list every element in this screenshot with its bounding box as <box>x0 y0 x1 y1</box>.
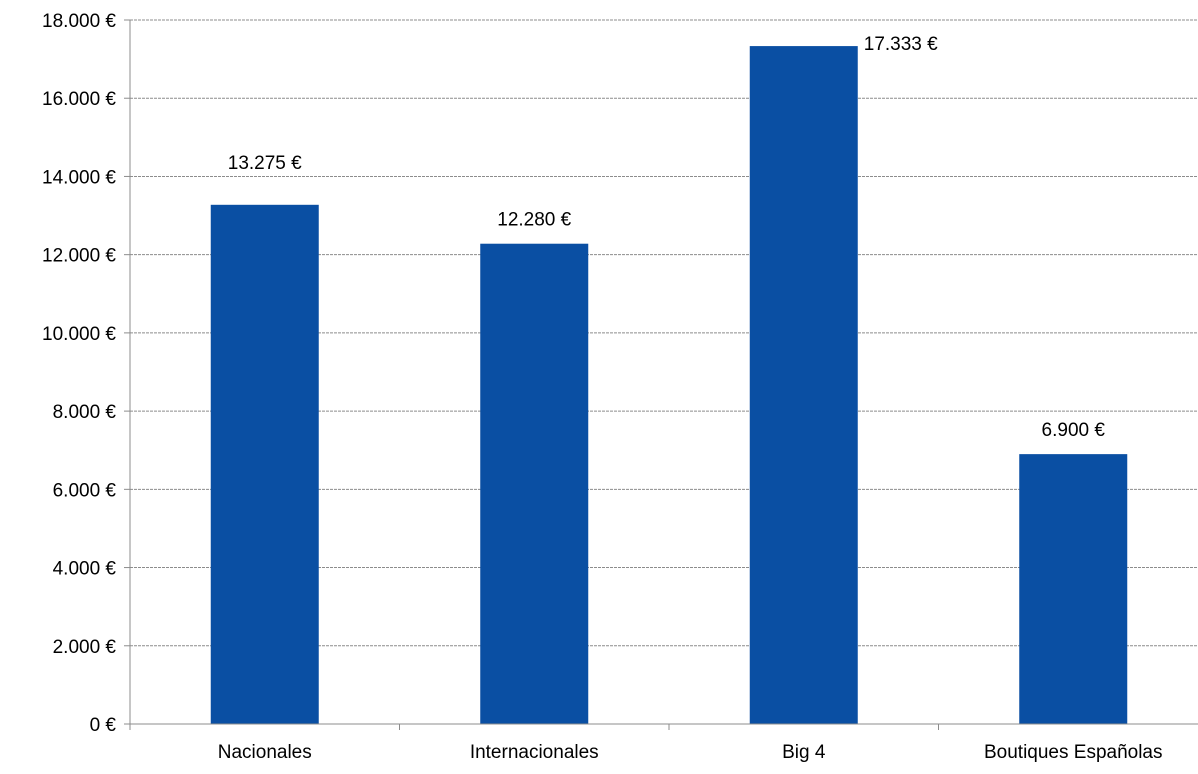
y-tick-label: 12.000 € <box>42 246 116 267</box>
y-tick-label: 10.000 € <box>42 324 116 345</box>
bar <box>480 243 589 724</box>
x-category-label: Internacionales <box>470 742 599 763</box>
bar <box>210 204 319 725</box>
y-tick-label: 16.000 € <box>42 89 116 110</box>
y-tick-label: 8.000 € <box>53 402 117 423</box>
bar <box>1019 454 1128 724</box>
x-category-label: Nacionales <box>218 742 312 763</box>
bar <box>749 46 858 725</box>
y-tick-label: 4.000 € <box>53 559 117 580</box>
y-tick-label: 2.000 € <box>53 637 117 658</box>
x-category-label: Boutiques Españolas <box>984 742 1163 763</box>
axes <box>124 19 1198 730</box>
bar-data-label: 12.280 € <box>497 210 571 231</box>
bar-data-label: 6.900 € <box>1042 420 1106 441</box>
y-tick-label: 14.000 € <box>42 167 116 188</box>
x-category-label: Big 4 <box>782 742 826 763</box>
y-tick-label: 6.000 € <box>53 480 117 501</box>
y-tick-label: 0 € <box>90 715 117 736</box>
y-tick-label: 18.000 € <box>42 11 116 32</box>
bar-data-label: 17.333 € <box>864 34 938 55</box>
labels: 0 € 2.000 € 4.000 € 6.000 € 8.000 € 10.000 € 1… <box>42 11 1162 763</box>
bars <box>210 46 1128 725</box>
bar-data-label: 13.275 € <box>228 153 302 174</box>
